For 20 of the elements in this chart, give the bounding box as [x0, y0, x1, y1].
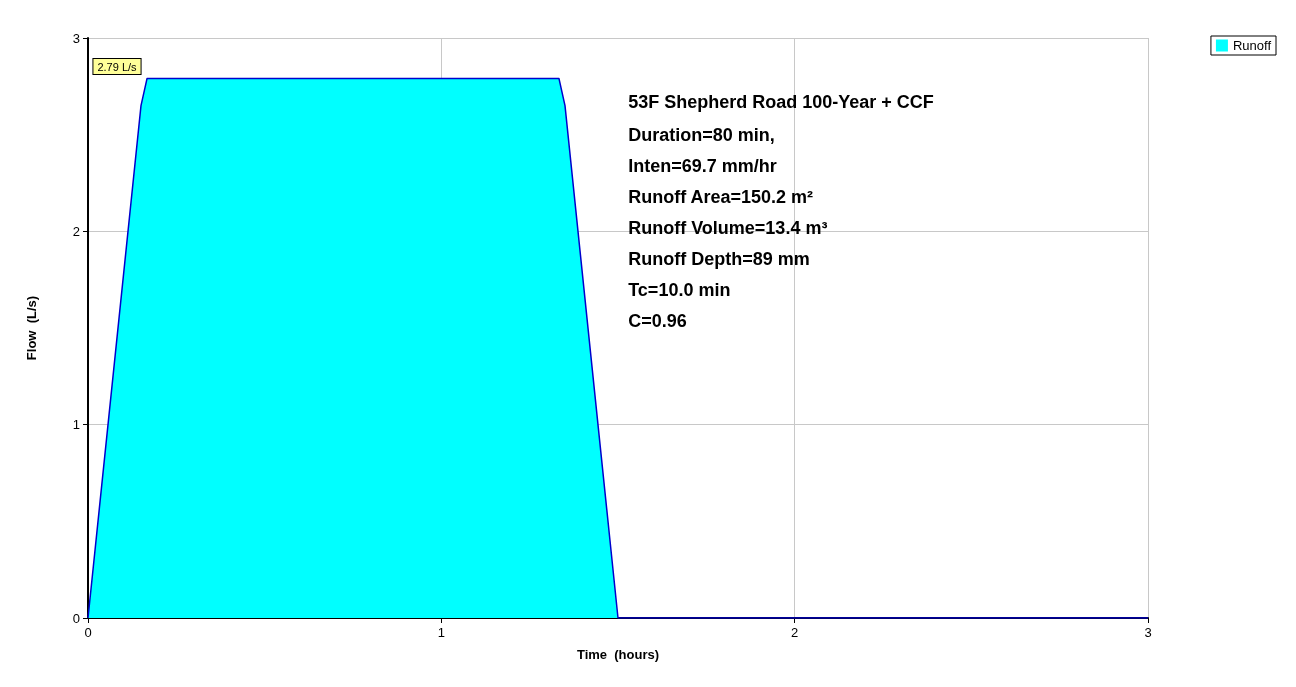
legend-label: Runoff: [1232, 38, 1272, 53]
y-tick-label: 2: [72, 223, 80, 239]
x-tick-label: 0: [84, 625, 92, 640]
annotation: Tc=10.0 min: [628, 279, 731, 300]
annotation: Inten=69.7 mm/hr: [628, 155, 777, 176]
x-tick-label: 1: [437, 625, 445, 640]
y-axis-title: Flow (L/s): [24, 295, 39, 361]
annotation: Runoff Volume=13.4 m³: [628, 217, 828, 238]
x-tick-label: 2: [791, 625, 799, 640]
x-tick-label: 3: [1144, 625, 1152, 640]
y-tick-label: 0: [72, 610, 80, 626]
text: 53F Shepherd Road 100-Year + CCF: [628, 92, 934, 112]
annotation: C=0.96: [628, 310, 687, 331]
y-tick-label: 1: [72, 417, 80, 433]
annotation: 2.79 L/s: [97, 60, 138, 73]
annotation: Runoff Depth=89 mm: [628, 248, 810, 269]
y-tick-label: 3: [72, 30, 80, 46]
annotation: Runoff Area=150.2 m²: [628, 186, 814, 207]
annotation: Duration=80 min,: [628, 124, 775, 145]
x-axis-title: Time (hours): [576, 647, 660, 662]
